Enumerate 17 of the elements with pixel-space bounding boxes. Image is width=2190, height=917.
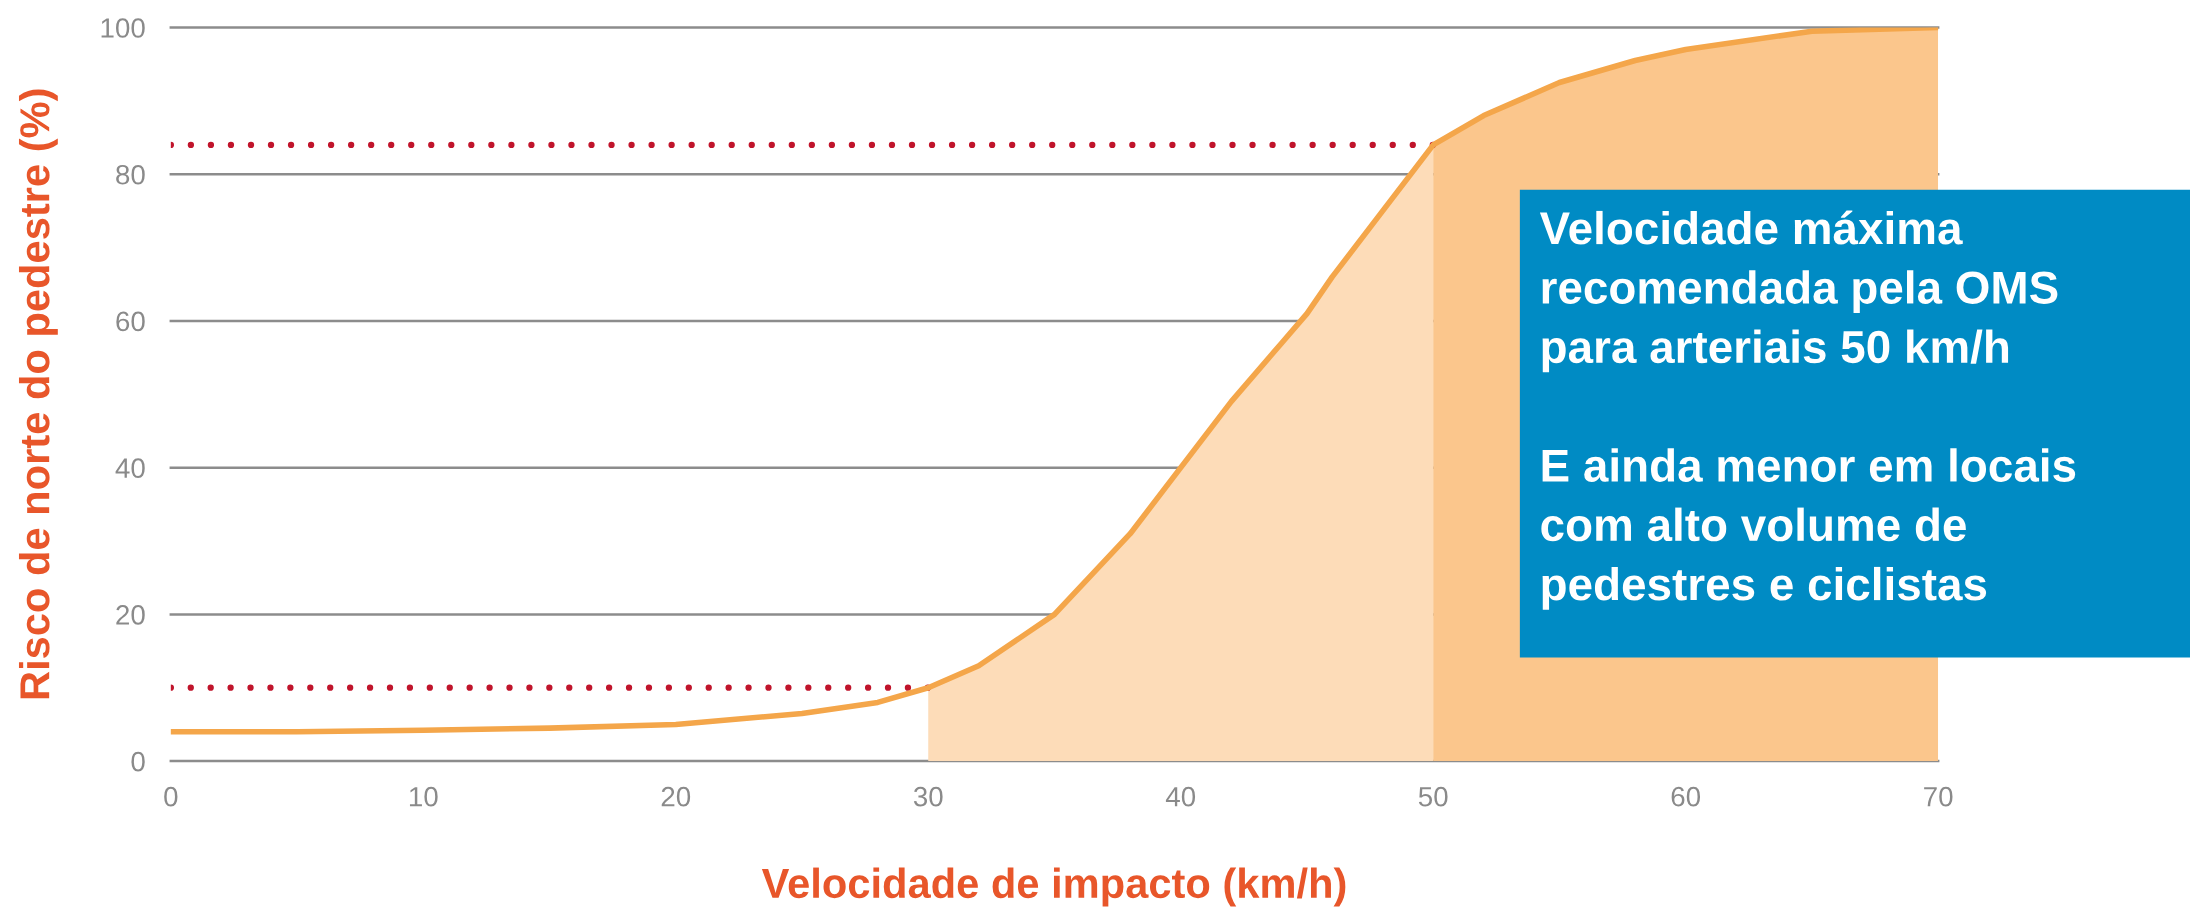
y-tick-label: 80: [116, 164, 145, 185]
x-tick-label: 20: [661, 786, 691, 807]
y-tick-label: 40: [115, 458, 145, 479]
y-tick-label: 0: [131, 751, 145, 772]
y-axis-title: Risco de norte do pedestre (%): [18, 89, 58, 699]
x-tick-label: 60: [1671, 786, 1701, 807]
y-tick-label: 20: [116, 605, 145, 625]
x-tick-label: 30: [913, 786, 943, 807]
text: Velocidade máxima recomendada pela OMS para arteriais 50 km/h E ainda menor em locais com alto volume de pedestres e ciclistas: [1539, 210, 2076, 610]
x-tick-label: 40: [1165, 786, 1196, 807]
x-tick-label: 50: [1418, 786, 1448, 807]
y-tick-label: 100: [101, 18, 145, 38]
x-axis-title: Velocidade de impacto (km/h): [761, 867, 1346, 907]
y-tick-label: 60: [116, 311, 145, 332]
x-tick-label: 0: [164, 786, 178, 807]
x-tick-label: 70: [1924, 786, 1953, 807]
x-tick-label: 10: [409, 786, 438, 807]
